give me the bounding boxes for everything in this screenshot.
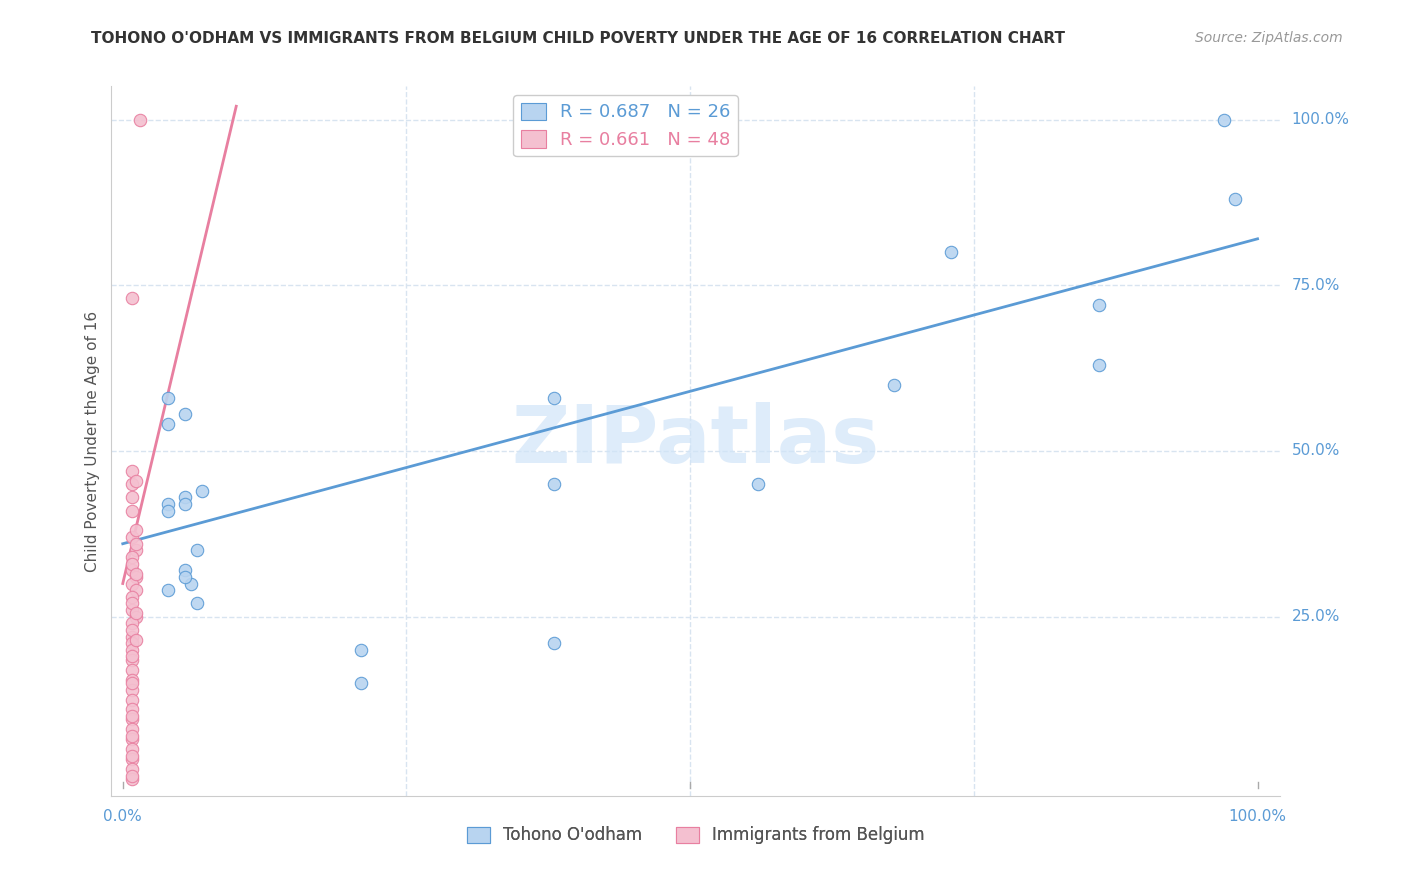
Point: [939, 245, 962, 260]
Point: [125, 524, 148, 538]
Point: [174, 570, 197, 584]
Y-axis label: Child Poverty Under the Age of 16: Child Poverty Under the Age of 16: [86, 310, 100, 572]
Point: [191, 483, 214, 498]
Point: [174, 491, 197, 505]
Point: [350, 642, 373, 657]
Point: [121, 682, 143, 697]
Point: [543, 636, 565, 650]
Text: 75.0%: 75.0%: [1292, 277, 1340, 293]
Point: [121, 563, 143, 577]
Point: [121, 464, 143, 478]
Point: [121, 729, 143, 743]
Text: Source: ZipAtlas.com: Source: ZipAtlas.com: [1195, 31, 1343, 45]
Point: [125, 607, 148, 621]
Point: [121, 649, 143, 664]
Point: [121, 732, 143, 747]
Point: [121, 530, 143, 544]
Point: [121, 590, 143, 604]
Point: [121, 292, 143, 306]
Point: [157, 583, 180, 598]
Point: [121, 623, 143, 637]
Point: [121, 477, 143, 491]
Point: [186, 543, 208, 558]
Point: [121, 653, 143, 667]
Point: [174, 563, 197, 577]
Point: [121, 769, 143, 783]
Point: [125, 537, 148, 551]
Point: [543, 477, 565, 491]
Point: [121, 630, 143, 644]
Point: [125, 609, 148, 624]
Point: [121, 702, 143, 716]
Point: [125, 474, 148, 488]
Point: [157, 391, 180, 405]
Point: [121, 762, 143, 776]
Point: [121, 748, 143, 763]
Point: [121, 676, 143, 690]
Text: 50.0%: 50.0%: [1292, 443, 1340, 458]
Point: [121, 692, 143, 706]
Text: 25.0%: 25.0%: [1292, 609, 1340, 624]
Point: [121, 503, 143, 517]
Point: [174, 408, 197, 422]
Point: [121, 642, 143, 657]
Point: [125, 543, 148, 558]
Point: [121, 603, 143, 617]
Point: [174, 497, 197, 511]
Point: [747, 477, 769, 491]
Point: [121, 723, 143, 737]
Point: [157, 503, 180, 517]
Text: TOHONO O'ODHAM VS IMMIGRANTS FROM BELGIUM CHILD POVERTY UNDER THE AGE OF 16 CORR: TOHONO O'ODHAM VS IMMIGRANTS FROM BELGIU…: [91, 31, 1066, 46]
Point: [1087, 298, 1109, 312]
Text: 100.0%: 100.0%: [1292, 112, 1350, 127]
Point: [121, 549, 143, 564]
Point: [121, 772, 143, 786]
Point: [121, 709, 143, 723]
Point: [157, 497, 180, 511]
Point: [121, 596, 143, 610]
Point: [121, 636, 143, 650]
Point: [121, 663, 143, 677]
Point: [350, 676, 373, 690]
Point: [121, 752, 143, 766]
Text: 0.0%: 0.0%: [104, 809, 142, 824]
Text: 100.0%: 100.0%: [1229, 809, 1286, 824]
Point: [125, 632, 148, 647]
Point: [883, 377, 905, 392]
Legend: Tohono O'odham, Immigrants from Belgium: Tohono O'odham, Immigrants from Belgium: [460, 820, 932, 851]
Point: [121, 713, 143, 727]
Point: [157, 417, 180, 432]
Point: [180, 576, 202, 591]
Point: [121, 557, 143, 571]
Point: [125, 566, 148, 581]
Point: [1223, 192, 1246, 206]
Point: [543, 391, 565, 405]
Point: [128, 112, 150, 127]
Point: [121, 616, 143, 631]
Point: [125, 570, 148, 584]
Point: [186, 596, 208, 610]
Point: [121, 673, 143, 687]
Point: [1212, 112, 1234, 127]
Text: ZIPatlas: ZIPatlas: [512, 402, 880, 480]
Point: [121, 491, 143, 505]
Point: [1087, 358, 1109, 372]
Point: [121, 576, 143, 591]
Point: [121, 742, 143, 756]
Point: [125, 583, 148, 598]
